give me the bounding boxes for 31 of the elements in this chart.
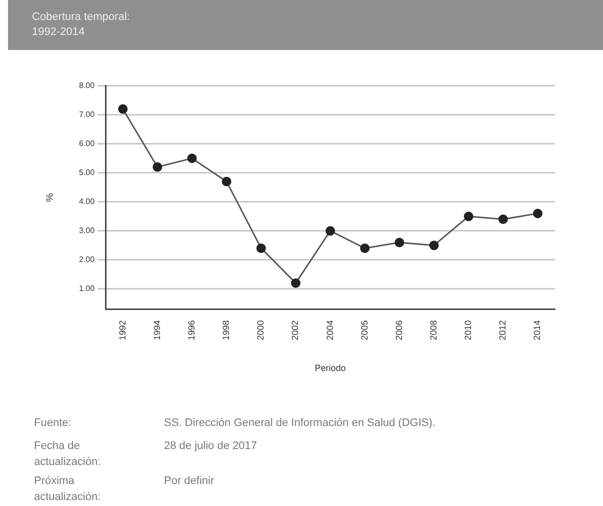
text: 28 de julio de 2017 xyxy=(164,439,257,454)
x-tick-label: 2014 xyxy=(532,320,542,340)
y-tick-label: 8.00 xyxy=(78,81,96,90)
x-tick-label: 2010 xyxy=(463,320,474,340)
source-note: Fuente: xyxy=(34,416,72,431)
x-tick-label: 2005 xyxy=(359,320,370,340)
y-tick-label: 4.00 xyxy=(78,197,96,206)
y-tick-label: 6.00 xyxy=(78,139,96,148)
x-tick-label: 1998 xyxy=(221,320,232,340)
x-tick-label: 2004 xyxy=(324,320,335,340)
y-axis-title: % xyxy=(44,192,56,202)
y-tick-label: 7.00 xyxy=(78,110,96,120)
x-tick-label: 2002 xyxy=(290,320,300,340)
y-tick-label: 3.00 xyxy=(78,226,96,236)
x-tick-label: 2006 xyxy=(394,320,404,340)
y-tick-label: 1.00 xyxy=(78,284,96,294)
y-tick-label: 2.00 xyxy=(78,255,96,264)
text: Fecha de actualización: xyxy=(34,439,102,470)
x-tick-label: 2000 xyxy=(256,320,266,340)
text: 1992-2014 xyxy=(32,25,86,40)
x-tick-label: 1996 xyxy=(186,320,196,340)
text: Por definir xyxy=(164,474,214,489)
text: SS. Dirección General de Información en Salud (DGIS). xyxy=(164,416,436,431)
x-tick-label: 2008 xyxy=(428,320,438,340)
y-tick-label: 5.00 xyxy=(78,168,96,178)
text: Próxima actualización: xyxy=(34,474,102,505)
x-axis-title: Periodo xyxy=(314,363,346,374)
x-tick-label: 1992 xyxy=(117,320,128,340)
x-tick-label: 1994 xyxy=(152,320,162,340)
text: Cobertura temporal: xyxy=(32,10,130,25)
x-tick-label: 2012 xyxy=(498,320,508,340)
